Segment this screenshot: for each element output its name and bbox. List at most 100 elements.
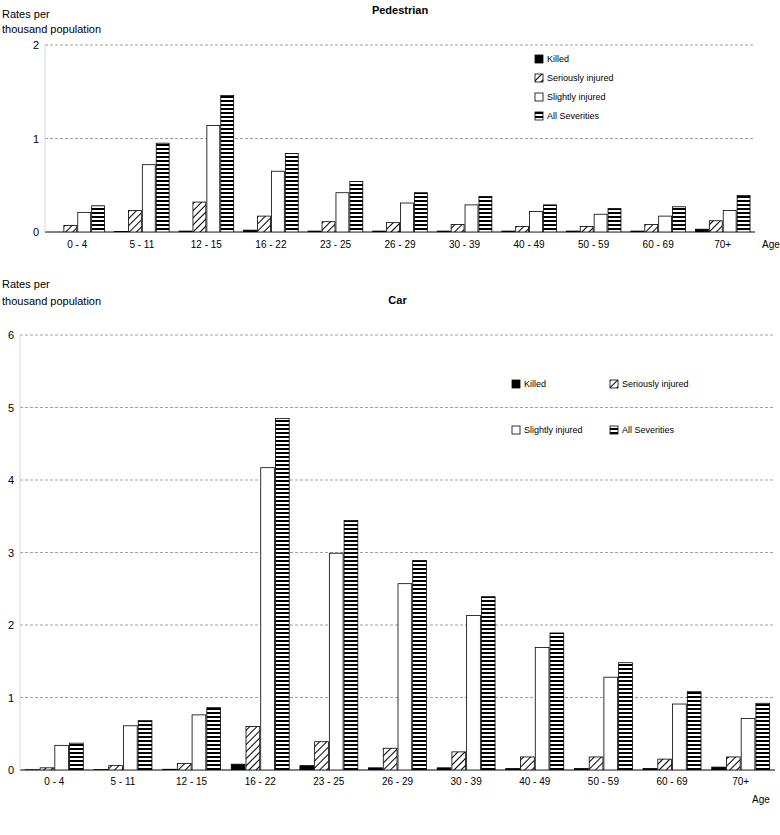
bar <box>207 125 220 232</box>
tick-label: 40 - 49 <box>514 239 546 250</box>
bar <box>437 231 450 232</box>
grid-line <box>20 625 775 626</box>
tick-label: 3 <box>8 547 14 559</box>
bar <box>78 212 91 232</box>
bar <box>516 226 529 232</box>
bar <box>50 232 63 233</box>
legend-swatch <box>535 74 543 82</box>
bar <box>465 205 478 232</box>
bar <box>275 418 289 770</box>
bar <box>631 231 644 232</box>
grid-line <box>45 45 755 46</box>
bar <box>231 764 245 770</box>
bar <box>673 207 686 232</box>
grid-line <box>20 407 775 408</box>
tick-label: 12 - 15 <box>176 776 208 787</box>
legend-swatch <box>512 426 520 434</box>
tick-label: 1 <box>33 133 39 145</box>
axis-label: Age <box>752 794 770 805</box>
bar <box>192 715 206 770</box>
tick-label: 50 - 59 <box>578 239 610 250</box>
axis-label: thousand population <box>2 23 101 35</box>
bar <box>521 757 535 770</box>
legend-label: All Severities <box>547 111 600 121</box>
bar <box>40 768 54 770</box>
bar <box>451 225 464 232</box>
grid-line <box>20 335 775 336</box>
title: Pedestrian <box>372 4 429 16</box>
tick-label: 2 <box>33 39 39 51</box>
bar <box>580 226 593 232</box>
bar <box>643 769 657 770</box>
tick-label: 60 - 69 <box>656 776 688 787</box>
tick-label: 70+ <box>732 776 749 787</box>
figure: PedestrianRates perthousand population01… <box>0 0 780 835</box>
bar <box>604 677 618 770</box>
axis-label: Rates per <box>2 278 50 290</box>
bar <box>261 468 275 770</box>
bar <box>315 742 329 770</box>
bar <box>64 225 77 232</box>
bar <box>383 748 397 770</box>
grid-line <box>45 138 755 139</box>
bars <box>25 418 769 770</box>
bar <box>401 203 414 232</box>
bar <box>138 721 152 770</box>
tick-label: 60 - 69 <box>643 239 675 250</box>
legend-swatch <box>610 380 618 388</box>
tick-label: 4 <box>8 474 14 486</box>
axis-label: thousand population <box>2 295 101 307</box>
bar <box>25 769 39 770</box>
bar <box>221 95 234 232</box>
legend-swatch <box>535 93 543 101</box>
bar <box>723 210 736 232</box>
bar <box>271 171 284 232</box>
bar <box>336 193 349 232</box>
legend-swatch <box>535 55 543 63</box>
tick-label: 0 - 4 <box>67 239 87 250</box>
bar <box>756 703 770 770</box>
bar <box>258 216 271 232</box>
bar <box>369 768 383 770</box>
bar <box>659 216 672 232</box>
tick-label: 40 - 49 <box>519 776 551 787</box>
tick-label: 30 - 39 <box>449 239 481 250</box>
bar <box>193 202 206 232</box>
tick-label: 12 - 15 <box>191 239 223 250</box>
bar <box>550 633 564 770</box>
bar <box>535 647 549 770</box>
axis-label: Rates per <box>2 8 50 20</box>
bar <box>437 768 451 770</box>
tick-label: 0 - 4 <box>44 776 64 787</box>
tick-label: 16 - 22 <box>255 239 287 250</box>
bar <box>645 225 658 232</box>
legend-label: Seriously injured <box>622 379 689 389</box>
bar <box>709 221 722 232</box>
bar <box>55 745 69 770</box>
tick-label: 1 <box>8 692 14 704</box>
legend-label: Killed <box>524 379 546 389</box>
bars <box>64 95 750 232</box>
bar <box>452 752 466 770</box>
bar <box>163 769 177 770</box>
legend-label: All Severities <box>622 425 675 435</box>
bar <box>156 143 169 232</box>
legend-swatch <box>535 112 543 120</box>
bar <box>608 209 621 232</box>
tick-label: 30 - 39 <box>451 776 483 787</box>
legend-swatch <box>610 426 618 434</box>
tick-label: 26 - 29 <box>382 776 414 787</box>
tick-label: 70+ <box>714 239 731 250</box>
bar <box>479 196 492 232</box>
legend-label: Slightly injured <box>524 425 583 435</box>
bar <box>506 769 520 770</box>
bar <box>530 211 543 232</box>
tick-label: 23 - 25 <box>320 239 352 250</box>
bar <box>594 214 607 232</box>
grid-line <box>20 552 775 553</box>
bar <box>322 222 335 232</box>
bar <box>115 231 128 232</box>
bar <box>350 182 363 232</box>
tick-label: 16 - 22 <box>245 776 277 787</box>
bar <box>109 766 123 770</box>
